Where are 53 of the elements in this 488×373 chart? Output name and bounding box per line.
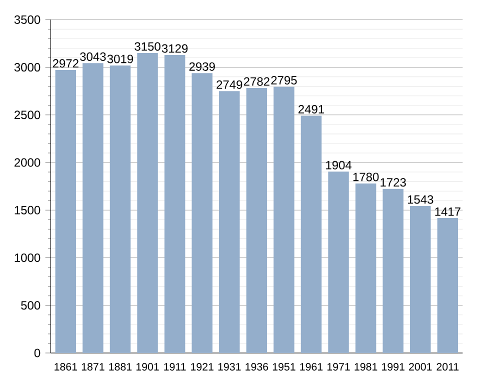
x-tick-label: 1881 — [109, 363, 132, 371]
y-tick-label: 3500 — [14, 15, 40, 24]
bar — [437, 218, 458, 353]
x-tick-label: 1981 — [354, 363, 378, 371]
data-label: 3043 — [80, 52, 106, 61]
y-tick-label: 2500 — [14, 110, 40, 120]
x-tick-label: 1921 — [191, 363, 214, 371]
x-tick-label: 1991 — [382, 363, 404, 371]
y-tick-label: 3000 — [14, 63, 40, 72]
y-tick-label: 0 — [34, 348, 40, 358]
bar — [274, 86, 294, 353]
x-tick-label: 1951 — [272, 363, 296, 371]
data-label: 2491 — [298, 104, 324, 114]
data-label: 1723 — [380, 178, 406, 187]
bar — [82, 63, 104, 353]
bar — [300, 116, 322, 353]
bar — [164, 54, 186, 353]
data-label: 1543 — [408, 195, 434, 204]
bar — [355, 183, 376, 353]
bar — [110, 65, 131, 353]
data-label: 2782 — [244, 77, 270, 86]
bar — [192, 73, 212, 353]
data-label: 1780 — [353, 172, 379, 182]
y-tick-label: 1000 — [14, 253, 40, 262]
bar — [219, 91, 240, 353]
bar — [137, 52, 158, 353]
x-tick-label: 1961 — [300, 363, 323, 371]
data-label: 2749 — [216, 80, 242, 89]
x-tick-label: 1936 — [246, 363, 268, 371]
data-label: 2939 — [189, 62, 215, 71]
data-label: 1904 — [326, 160, 352, 170]
x-tick-label: 2011 — [436, 363, 459, 371]
y-tick-label: 2000 — [14, 158, 40, 167]
x-tick-label: 2001 — [409, 363, 432, 371]
y-tick-label: 500 — [21, 301, 40, 310]
bar — [382, 188, 404, 353]
x-tick-label: 1871 — [82, 363, 104, 371]
bar — [55, 70, 76, 353]
x-tick-label: 1931 — [218, 363, 241, 371]
x-tick-label: 1861 — [54, 363, 78, 371]
bar — [328, 172, 349, 353]
bar — [246, 88, 268, 353]
data-label: 2972 — [52, 59, 78, 68]
data-label: 2795 — [271, 76, 297, 85]
x-tick-label: 1901 — [136, 363, 159, 371]
x-tick-label: 1971 — [327, 363, 350, 371]
data-label: 1417 — [435, 208, 460, 216]
data-label: 3129 — [162, 44, 188, 53]
x-tick-label: 1911 — [164, 363, 186, 371]
bar — [410, 206, 431, 353]
y-tick-label: 1500 — [14, 206, 40, 214]
data-label: 3019 — [107, 54, 134, 64]
data-label: 3150 — [134, 42, 160, 51]
